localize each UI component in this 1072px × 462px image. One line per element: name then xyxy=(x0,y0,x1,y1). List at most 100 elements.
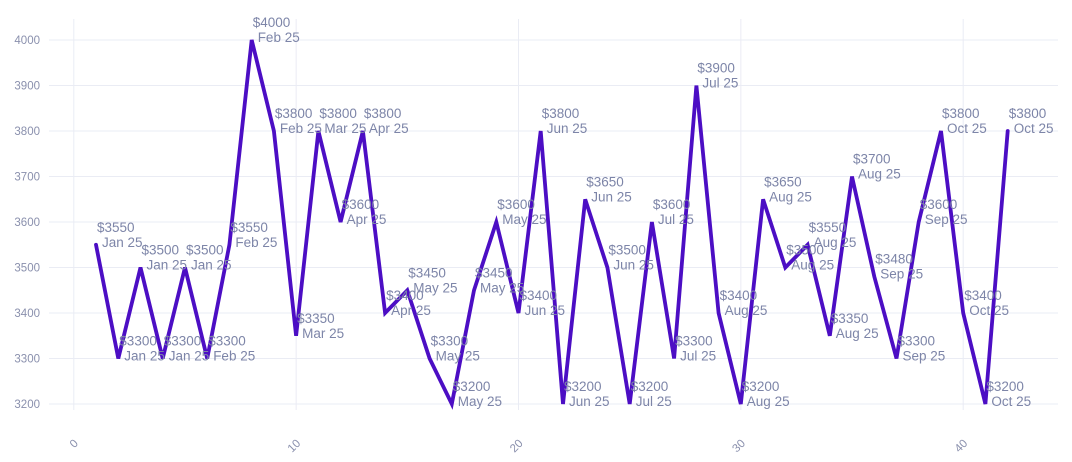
data-point-label: $3800 Apr 25 xyxy=(364,106,409,136)
data-point-label: $3650 Aug 25 xyxy=(764,174,812,204)
data-point-label: $3500 Jan 25 xyxy=(142,243,188,273)
data-point-period: Jan 25 xyxy=(102,235,143,250)
data-point-price: $3300 xyxy=(898,334,936,349)
data-point-label: $3600 May 25 xyxy=(497,197,546,227)
data-point-label: $3480 Sep 25 xyxy=(875,252,923,282)
y-axis-tick-label: 3200 xyxy=(14,399,40,411)
data-point-label: $3350 Mar 25 xyxy=(297,311,344,341)
data-point-label: $3550 Jan 25 xyxy=(97,220,143,250)
data-point-price: $4000 xyxy=(253,15,291,30)
data-point-label: $3600 Apr 25 xyxy=(342,197,387,227)
data-point-period: Apr 25 xyxy=(391,303,431,318)
data-point-price: $3400 xyxy=(520,288,558,303)
y-axis-tick-label: 3400 xyxy=(14,308,40,320)
data-point-label: $3200 Aug 25 xyxy=(742,379,790,409)
data-point-period: Jan 25 xyxy=(147,258,188,273)
data-point-price: $3450 xyxy=(475,265,513,280)
data-point-period: Apr 25 xyxy=(369,121,409,136)
data-point-label: $3350 Aug 25 xyxy=(831,311,879,341)
data-point-price: $3500 xyxy=(186,243,224,258)
data-point-price: $3300 xyxy=(431,334,469,349)
data-point-price: $3350 xyxy=(831,311,869,326)
data-point-period: Feb 25 xyxy=(280,121,322,136)
data-point-price: $3600 xyxy=(920,197,958,212)
data-point-price: $3200 xyxy=(564,379,602,394)
data-point-label: $3400 Aug 25 xyxy=(720,288,768,318)
x-axis-tick-label: 40 xyxy=(953,438,971,456)
data-point-label: $3200 Jun 25 xyxy=(564,379,610,409)
data-point-label: $3900 Jul 25 xyxy=(697,61,738,91)
data-point-label: $3800 Jun 25 xyxy=(542,106,588,136)
data-point-price: $3200 xyxy=(742,379,780,394)
data-point-period: May 25 xyxy=(413,280,457,295)
data-point-label: $3500 Jun 25 xyxy=(608,243,654,273)
data-point-period: Jun 25 xyxy=(613,258,654,273)
data-point-period: Apr 25 xyxy=(347,212,387,227)
data-point-label: $3200 Jul 25 xyxy=(631,379,672,409)
data-point-period: Jul 25 xyxy=(680,349,716,364)
data-point-period: Aug 25 xyxy=(725,303,768,318)
data-point-label: $3800 Mar 25 xyxy=(319,106,366,136)
data-point-price: $3400 xyxy=(720,288,758,303)
data-point-period: Sep 25 xyxy=(903,349,946,364)
y-axis-tick-label: 4000 xyxy=(14,35,40,47)
data-point-label: $3650 Jun 25 xyxy=(586,174,632,204)
data-point-period: Jun 25 xyxy=(525,303,566,318)
data-point-period: Aug 25 xyxy=(791,258,834,273)
data-point-label: $3300 Sep 25 xyxy=(898,334,946,364)
data-point-period: May 25 xyxy=(502,212,546,227)
data-point-period: Jun 25 xyxy=(547,121,588,136)
data-point-period: Oct 25 xyxy=(969,303,1009,318)
data-point-price: $3500 xyxy=(608,243,646,258)
data-point-label: $3300 May 25 xyxy=(431,334,480,364)
data-point-price: $3200 xyxy=(453,379,491,394)
data-point-price: $3500 xyxy=(786,243,824,258)
data-point-label: $3500 Aug 25 xyxy=(786,243,834,273)
data-point-label: $3300 Feb 25 xyxy=(208,334,255,364)
data-point-label: $3300 Jan 25 xyxy=(164,334,210,364)
data-point-period: Jan 25 xyxy=(169,349,210,364)
data-point-price: $3550 xyxy=(97,220,135,235)
data-point-period: Aug 25 xyxy=(769,189,812,204)
data-point-price: $3800 xyxy=(275,106,313,121)
data-point-label: $3600 Jul 25 xyxy=(653,197,694,227)
data-point-period: May 25 xyxy=(458,394,502,409)
x-axis-tick-label: 30 xyxy=(730,438,748,456)
data-point-label: $3600 Sep 25 xyxy=(920,197,968,227)
data-point-label: $3400 Apr 25 xyxy=(386,288,431,318)
data-point-price: $3800 xyxy=(319,106,357,121)
data-point-period: Jan 25 xyxy=(124,349,165,364)
data-point-period: Aug 25 xyxy=(858,167,901,182)
data-point-price: $3550 xyxy=(809,220,847,235)
data-point-price: $3200 xyxy=(986,379,1024,394)
data-point-price: $3350 xyxy=(297,311,335,326)
y-axis-tick-label: 3600 xyxy=(14,217,40,229)
y-axis-tick-label: 3500 xyxy=(14,263,40,275)
data-point-label: $3450 May 25 xyxy=(408,265,457,295)
data-point-label: $3800 Oct 25 xyxy=(942,106,987,136)
data-point-period: Aug 25 xyxy=(814,235,857,250)
data-point-label: $3400 Jun 25 xyxy=(520,288,566,318)
data-point-label: $3550 Feb 25 xyxy=(230,220,277,250)
data-point-period: Jul 25 xyxy=(636,394,672,409)
data-point-label: $3200 Oct 25 xyxy=(986,379,1031,409)
data-point-price: $3300 xyxy=(119,334,157,349)
data-point-price: $3650 xyxy=(586,174,624,189)
data-point-price: $3480 xyxy=(875,252,913,267)
data-point-price: $3800 xyxy=(364,106,402,121)
data-point-label: $3800 Oct 25 xyxy=(1009,106,1054,136)
data-point-price: $3550 xyxy=(230,220,268,235)
data-point-price: $3200 xyxy=(631,379,669,394)
data-point-price: $3600 xyxy=(342,197,380,212)
data-point-label: $3800 Feb 25 xyxy=(275,106,322,136)
data-point-price: $3600 xyxy=(653,197,691,212)
data-point-period: Aug 25 xyxy=(836,326,879,341)
data-point-price: $3800 xyxy=(942,106,980,121)
data-point-price: $3600 xyxy=(497,197,535,212)
data-point-period: May 25 xyxy=(480,280,524,295)
data-point-price: $3900 xyxy=(697,61,735,76)
data-point-label: $3550 Aug 25 xyxy=(809,220,857,250)
data-point-period: May 25 xyxy=(436,349,480,364)
